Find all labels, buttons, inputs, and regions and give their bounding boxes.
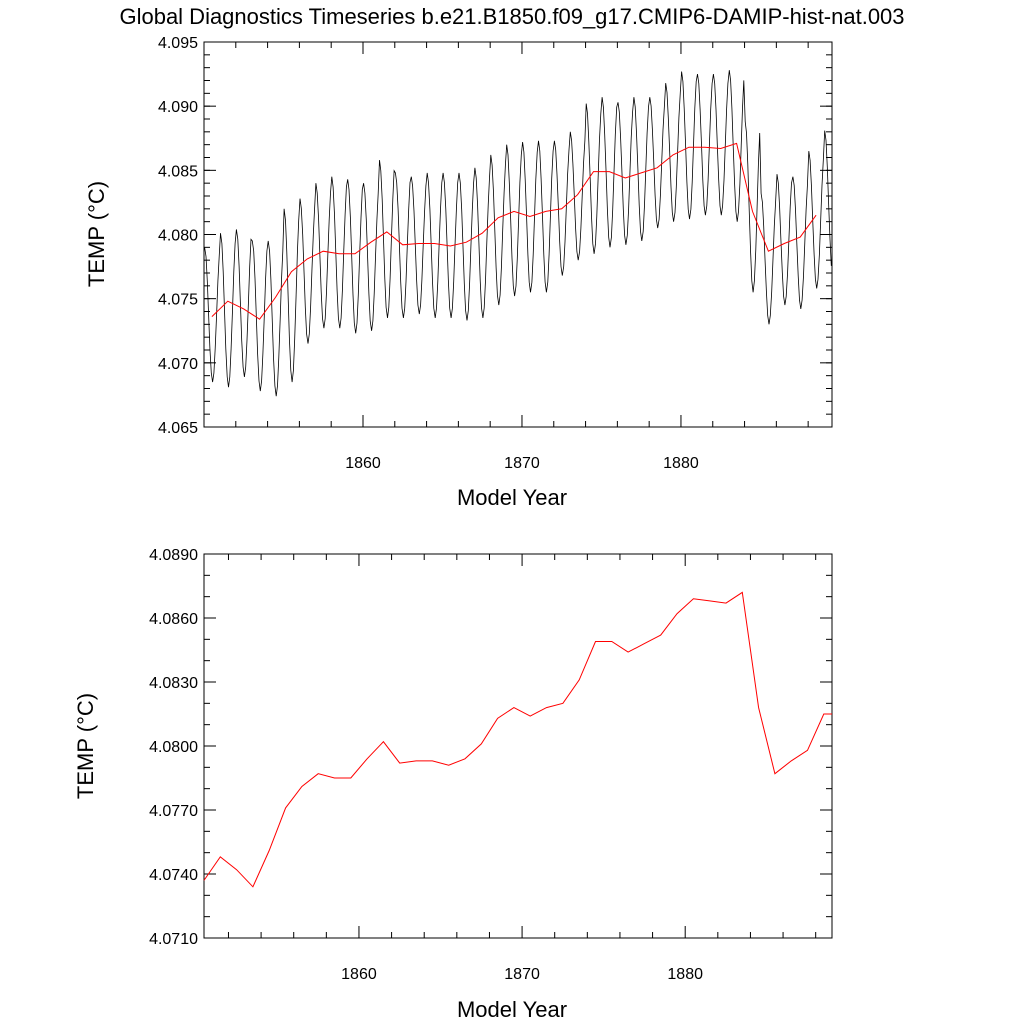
bottom-y-tick-label: 4.0770 [149, 803, 198, 820]
bottom-y-tick-label: 4.0800 [149, 739, 198, 756]
top-y-tick-label: 4.065 [158, 420, 198, 437]
bottom-y-axis-label: TEMP (°C) [73, 693, 98, 799]
bottom-x-tick-label: 1860 [341, 966, 377, 983]
top-y-tick-label: 4.070 [158, 356, 198, 373]
bottom-y-tick-label: 4.0740 [149, 867, 198, 884]
top-x-tick-label: 1880 [663, 455, 699, 472]
bottom-annual-series-line [203, 591, 832, 888]
bottom-plot-frame [203, 553, 833, 939]
top-x-tick-label: 1870 [504, 455, 540, 472]
bottom-x-tick-label: 1870 [504, 966, 540, 983]
top-x-axis-label: Model Year [457, 485, 567, 510]
top-y-tick-label: 4.095 [158, 35, 198, 52]
bottom-y-tick-label: 4.0890 [149, 547, 198, 564]
top-y-axis-label: TEMP (°C) [84, 181, 109, 287]
bottom-x-tick-label: 1880 [667, 966, 703, 983]
figure-title: Global Diagnostics Timeseries b.e21.B185… [119, 4, 904, 29]
bottom-x-axis-label: Model Year [457, 997, 567, 1022]
top-annual-series-line [211, 142, 817, 320]
bottom-y-tick-label: 4.0830 [149, 675, 198, 692]
top-y-tick-label: 4.090 [158, 99, 198, 116]
top-y-tick-label: 4.075 [158, 292, 198, 309]
top-panel: Model Year TEMP (°C) 4.065 4.070 4.075 4.08… [84, 35, 833, 510]
top-y-tick-label: 4.085 [158, 163, 198, 180]
top-monthly-series-line [204, 70, 832, 397]
bottom-y-tick-label: 4.0710 [149, 931, 198, 948]
bottom-y-tick-label: 4.0860 [149, 611, 198, 628]
bottom-panel: Model Year TEMP (°C) 4.0710 4.0740 4.0770 4… [73, 547, 833, 1022]
top-y-tick-label: 4.080 [158, 228, 198, 245]
top-x-tick-label: 1860 [345, 455, 381, 472]
